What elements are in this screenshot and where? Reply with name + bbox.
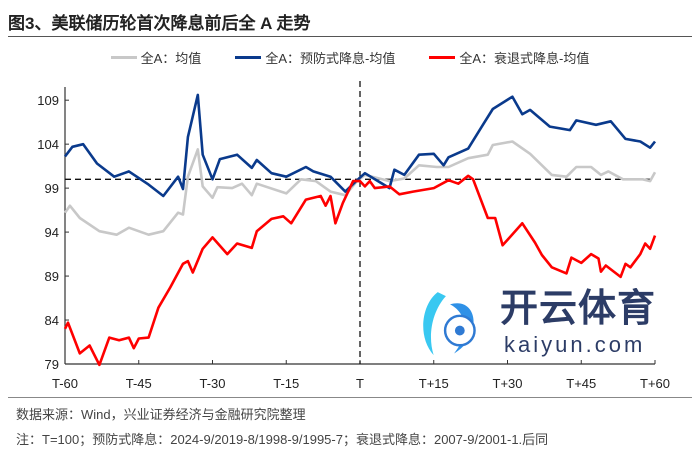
- y-tick-label: 89: [45, 269, 59, 284]
- legend-label: 全A：预防式降息-均值: [265, 51, 396, 66]
- y-tick-label: 99: [45, 181, 59, 196]
- footnote: 注：T=100；预防式降息：2024-9/2019-8/1998-9/1995-…: [16, 432, 549, 447]
- watermark-cn: 开云体育: [500, 288, 657, 330]
- title-divider: [8, 36, 692, 37]
- legend-swatch: [429, 56, 456, 59]
- legend-label: 全A：均值: [140, 51, 202, 66]
- x-tick-label: T: [356, 376, 364, 391]
- x-tick-label: T-30: [199, 376, 225, 391]
- y-tick-label: 84: [45, 313, 59, 328]
- watermark-en: kaiyun.com: [504, 332, 646, 357]
- source-note: 数据来源：Wind，兴业证券经济与金融研究院整理: [16, 407, 306, 422]
- y-tick-label: 104: [37, 137, 59, 152]
- legend-label: 全A：衰退式降息-均值: [459, 51, 590, 66]
- x-tick-label: T-60: [52, 376, 78, 391]
- x-tick-label: T-15: [273, 376, 299, 391]
- footer-divider: [8, 397, 692, 398]
- legend-item-recession: 全A：衰退式降息-均值: [429, 48, 589, 67]
- x-tick-label: T+45: [566, 376, 596, 391]
- legend-item-average: 全A：均值: [110, 48, 202, 67]
- chart-legend: 全A：均值 全A：预防式降息-均值 全A：衰退式降息-均值: [0, 48, 700, 67]
- chart-title: 图3、美联储历轮首次降息前后全 A 走势: [8, 14, 311, 33]
- x-tick-label: T-45: [126, 376, 152, 391]
- series-line-recession: [63, 174, 657, 367]
- x-tick-label: T+60: [640, 376, 670, 391]
- y-tick-label: 79: [45, 357, 59, 372]
- series-line-average: [63, 140, 657, 236]
- watermark-logo: 开云体育 kaiyun.com: [400, 288, 690, 360]
- legend-swatch: [235, 56, 262, 59]
- watermark-emblem-icon: [423, 292, 476, 356]
- y-tick-label: 109: [37, 93, 59, 108]
- legend-item-preventive: 全A：预防式降息-均值: [235, 48, 395, 67]
- x-tick-label: T+15: [419, 376, 449, 391]
- y-tick-label: 94: [45, 225, 59, 240]
- x-tick-label: T+30: [493, 376, 523, 391]
- legend-swatch: [110, 56, 137, 59]
